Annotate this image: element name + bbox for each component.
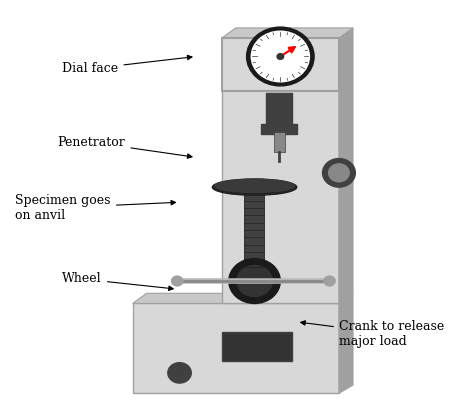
Circle shape: [229, 259, 280, 303]
Circle shape: [251, 31, 310, 82]
Text: Wheel: Wheel: [63, 272, 173, 291]
Polygon shape: [222, 28, 353, 38]
FancyBboxPatch shape: [222, 38, 339, 303]
Polygon shape: [339, 293, 353, 393]
Circle shape: [237, 266, 273, 296]
Circle shape: [246, 27, 314, 86]
FancyBboxPatch shape: [274, 132, 284, 152]
Ellipse shape: [215, 179, 294, 192]
Circle shape: [277, 54, 283, 59]
Polygon shape: [339, 28, 353, 303]
Circle shape: [168, 363, 191, 383]
Text: Specimen goes
on anvil: Specimen goes on anvil: [16, 194, 175, 222]
Polygon shape: [133, 293, 353, 303]
Text: Dial face: Dial face: [63, 55, 192, 75]
FancyBboxPatch shape: [222, 332, 292, 360]
FancyBboxPatch shape: [133, 303, 339, 393]
FancyBboxPatch shape: [222, 38, 339, 91]
FancyBboxPatch shape: [261, 124, 297, 134]
Ellipse shape: [212, 179, 297, 195]
FancyBboxPatch shape: [266, 93, 292, 124]
Text: Crank to release
major load: Crank to release major load: [301, 320, 444, 348]
Text: Penetrator: Penetrator: [58, 136, 192, 158]
FancyBboxPatch shape: [244, 185, 264, 271]
Circle shape: [328, 164, 349, 182]
Circle shape: [322, 159, 356, 187]
Circle shape: [172, 276, 183, 286]
Circle shape: [324, 276, 335, 286]
